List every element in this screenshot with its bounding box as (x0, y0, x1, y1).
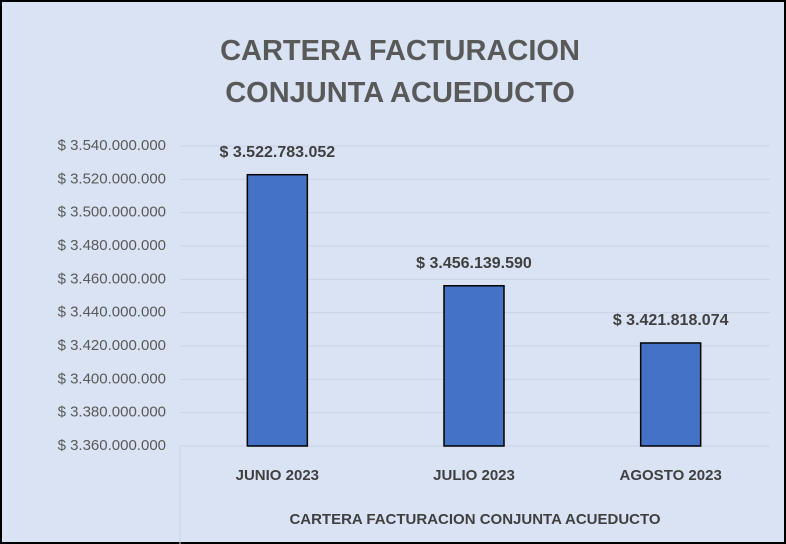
x-axis-label: CARTERA FACTURACION CONJUNTA ACUEDUCTO (289, 511, 660, 528)
y-tick-label: $ 3.500.000.000 (58, 204, 166, 221)
x-tick-label: JULIO 2023 (433, 467, 515, 484)
chart-title: CARTERA FACTURACION CONJUNTA ACUEDUCTO (220, 35, 580, 109)
y-tick-label: $ 3.420.000.000 (58, 337, 166, 354)
y-tick-label: $ 3.460.000.000 (58, 270, 166, 287)
y-tick-label: $ 3.440.000.000 (58, 304, 166, 321)
y-tick-label: $ 3.480.000.000 (58, 237, 166, 254)
data-label: $ 3.456.139.590 (416, 255, 532, 272)
y-tick-label: $ 3.540.000.000 (58, 137, 166, 154)
y-tick-label: $ 3.520.000.000 (58, 170, 166, 187)
y-tick-label: $ 3.400.000.000 (58, 370, 166, 387)
y-tick-label: $ 3.380.000.000 (58, 404, 166, 421)
x-tick-label: JUNIO 2023 (236, 467, 319, 484)
y-tick-label: $ 3.360.000.000 (58, 437, 166, 454)
data-label: $ 3.421.818.074 (613, 312, 729, 329)
x-tick-label: AGOSTO 2023 (620, 467, 722, 484)
bar (639, 342, 702, 447)
bar (246, 173, 309, 447)
bar (443, 285, 505, 447)
data-label: $ 3.522.783.052 (219, 144, 335, 161)
